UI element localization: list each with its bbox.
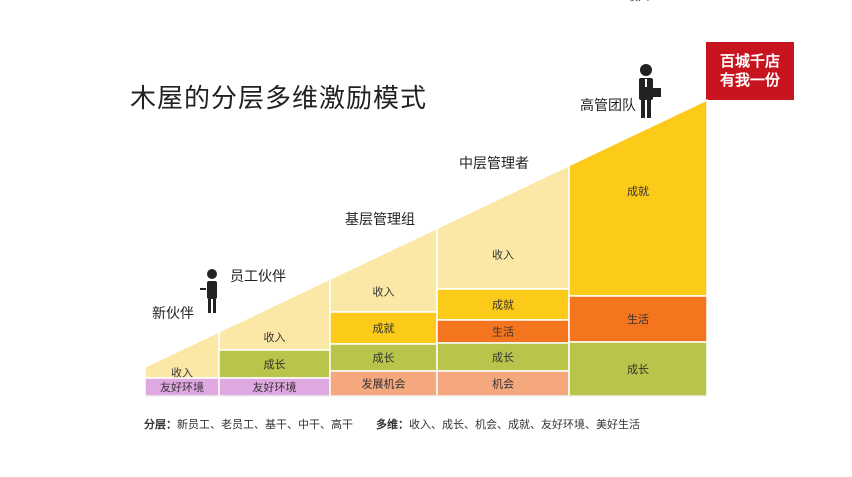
stage-label: 员工伙伴 <box>230 269 286 285</box>
block-生活: 生活 <box>436 319 570 344</box>
brand-line-2: 有我一份 <box>719 71 780 89</box>
block-label: 生活 <box>627 312 649 326</box>
slide-title: 木屋的分层多维激励模式 <box>130 84 428 114</box>
block-label: 成长 <box>264 358 286 371</box>
block-label: 成长 <box>627 363 649 376</box>
block-成长: 成长 <box>329 343 438 372</box>
block-label: 收入 <box>171 366 193 380</box>
block-label: 友好环境 <box>160 380 204 394</box>
footer-layers-text: 新员工、老员工、基干、中干、高干 <box>177 418 353 431</box>
block-label: 成就 <box>492 298 514 312</box>
stage-label: 新伙伴 <box>152 306 194 322</box>
block-收入: 收入 <box>218 277 331 351</box>
block-成就: 成就 <box>436 288 570 321</box>
block-label: 发展机会 <box>362 377 406 391</box>
stage-label: 基层管理组 <box>345 211 415 228</box>
stage-labels: 新伙伴 员工伙伴 基层管理组 中层管理者 高管团队 <box>152 97 636 322</box>
block-label: 成长 <box>373 352 395 365</box>
block-发展机会: 发展机会 <box>329 370 438 397</box>
block-成就: 成就 <box>568 98 708 297</box>
block-生活: 生活 <box>568 295 708 343</box>
block-友好环境: 友好环境 <box>218 377 331 397</box>
block-label: 收入 <box>492 248 514 262</box>
stage-label: 高管团队 <box>580 97 636 114</box>
block-收入: 收入 <box>627 0 649 3</box>
footer-dims-label: 多维： <box>376 418 409 431</box>
block-label: 成就 <box>627 184 649 198</box>
block-label: 收入 <box>373 285 395 299</box>
footer-layers-label: 分层： <box>144 418 177 431</box>
block-label: 友好环境 <box>253 380 297 394</box>
person-icon-small <box>200 269 217 313</box>
footer-dims-text: 收入、成长、机会、成就、友好环境、美好生活 <box>409 418 640 431</box>
footer-dimensions: 多维：收入、成长、机会、成就、友好环境、美好生活 <box>376 416 640 432</box>
block-成长: 成长 <box>568 341 708 397</box>
footer-layers: 分层：新员工、老员工、基干、中干、高干 <box>144 416 353 432</box>
block-label: 生活 <box>492 325 514 339</box>
block-label: 成长 <box>492 351 514 364</box>
person-icon-executive <box>639 64 661 118</box>
block-收入: 收入 <box>329 227 438 313</box>
block-收入: 收入 <box>436 164 570 290</box>
block-友好环境: 友好环境 <box>144 377 220 397</box>
block-label: 收入 <box>627 0 649 3</box>
brand-logo: 百城千店 有我一份 <box>706 42 794 100</box>
block-机会: 机会 <box>436 370 570 397</box>
brand-line-1: 百城千店 <box>719 52 780 70</box>
block-成长: 成长 <box>218 349 331 379</box>
block-成就: 成就 <box>329 311 438 345</box>
block-收入: 收入 <box>144 330 220 380</box>
block-成长: 成长 <box>436 342 570 372</box>
block-label: 收入 <box>264 330 286 344</box>
stage-label: 中层管理者 <box>459 156 529 172</box>
block-label: 成就 <box>373 321 395 335</box>
stair-columns: 收入友好环境收入成长友好环境收入成就成长发展机会收入成就生活成长机会成就生活成长… <box>144 0 708 397</box>
block-label: 机会 <box>492 377 514 391</box>
